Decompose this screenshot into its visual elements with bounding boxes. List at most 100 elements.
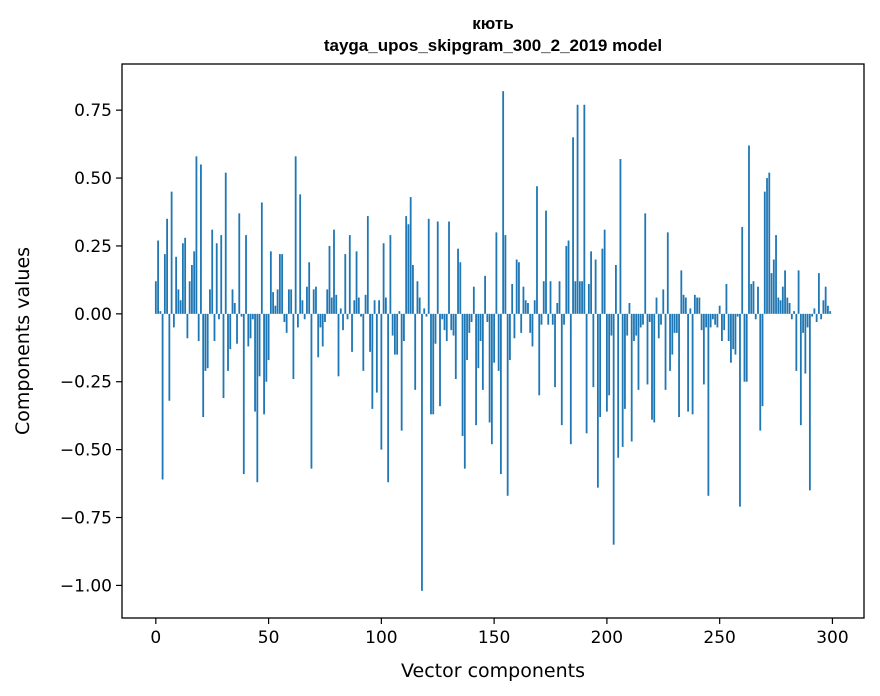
bar <box>375 313 378 393</box>
bar <box>585 313 588 434</box>
bar <box>739 313 741 507</box>
bar <box>545 210 547 314</box>
bar <box>732 313 735 350</box>
bar <box>603 229 606 314</box>
bar <box>644 213 647 314</box>
bar <box>231 289 234 314</box>
bar <box>610 313 613 336</box>
bar <box>418 297 421 314</box>
bar <box>283 313 286 322</box>
bar <box>263 313 265 415</box>
bar <box>355 251 358 314</box>
bar <box>793 311 795 314</box>
bar <box>718 305 721 314</box>
x-tick-label: 50 <box>258 628 280 648</box>
bar <box>315 286 317 314</box>
bar <box>547 313 550 325</box>
bar <box>346 313 349 320</box>
bar <box>815 313 818 322</box>
y-tick-label: −0.25 <box>60 373 112 393</box>
bar <box>511 283 514 314</box>
bar <box>366 216 369 314</box>
bar <box>542 281 545 314</box>
bar <box>472 286 475 314</box>
bar <box>461 313 464 437</box>
bar <box>209 289 211 314</box>
bar <box>493 313 496 363</box>
bar <box>398 311 401 314</box>
bar <box>829 311 832 314</box>
bar <box>660 313 662 325</box>
bar <box>297 313 299 328</box>
bar <box>596 313 599 488</box>
bar <box>184 237 187 314</box>
bar <box>671 313 674 355</box>
x-axis-ticks: 0 50 100 150 200 250 300 <box>150 618 849 648</box>
y-tick-label: −0.50 <box>60 441 112 461</box>
bar <box>351 313 353 352</box>
bar <box>421 313 423 591</box>
bar <box>786 297 789 314</box>
bar <box>292 313 295 380</box>
bar <box>251 313 254 320</box>
y-axis-label: Components values <box>12 247 34 435</box>
bar <box>206 313 209 369</box>
bar <box>495 232 498 314</box>
bar <box>312 289 315 314</box>
bar <box>594 259 597 314</box>
y-tick-label: 0.50 <box>74 169 112 189</box>
bar <box>770 273 773 314</box>
bar <box>161 313 164 480</box>
bar <box>163 254 166 314</box>
bar <box>202 313 205 418</box>
bar <box>506 313 509 496</box>
bar <box>578 281 581 314</box>
bar <box>265 313 268 382</box>
bar <box>324 313 326 322</box>
bar <box>734 313 737 355</box>
bar <box>711 313 714 320</box>
bar <box>583 104 586 314</box>
bar <box>554 313 556 388</box>
bar <box>538 313 541 396</box>
bar <box>714 313 717 325</box>
bar <box>827 305 829 314</box>
bar <box>549 281 552 314</box>
bar <box>157 240 159 314</box>
bar <box>222 313 225 399</box>
bar <box>416 281 419 314</box>
bar <box>342 313 344 331</box>
bar <box>229 313 232 350</box>
bar <box>522 286 525 314</box>
bar <box>520 313 523 333</box>
bar <box>797 270 800 314</box>
bar <box>772 259 775 314</box>
bar <box>463 313 466 469</box>
bar <box>527 302 529 314</box>
bar <box>639 313 642 328</box>
bar <box>673 313 676 333</box>
bar <box>626 313 629 336</box>
bar <box>646 313 649 385</box>
bar <box>628 302 631 314</box>
bar <box>443 313 446 331</box>
bar <box>181 243 184 314</box>
bar <box>310 313 313 469</box>
bar <box>369 313 371 352</box>
bar <box>608 313 611 396</box>
bar <box>276 289 279 314</box>
bar <box>220 235 223 314</box>
bar <box>605 313 608 412</box>
bar <box>716 313 719 328</box>
bar <box>599 313 602 418</box>
bar <box>657 313 660 339</box>
bar <box>551 313 554 325</box>
bar <box>790 313 793 320</box>
bar <box>470 313 473 322</box>
bar <box>653 313 656 423</box>
bar <box>333 229 335 314</box>
bar <box>269 251 272 314</box>
bar <box>242 313 245 475</box>
bar <box>213 313 216 341</box>
bar <box>177 289 180 314</box>
